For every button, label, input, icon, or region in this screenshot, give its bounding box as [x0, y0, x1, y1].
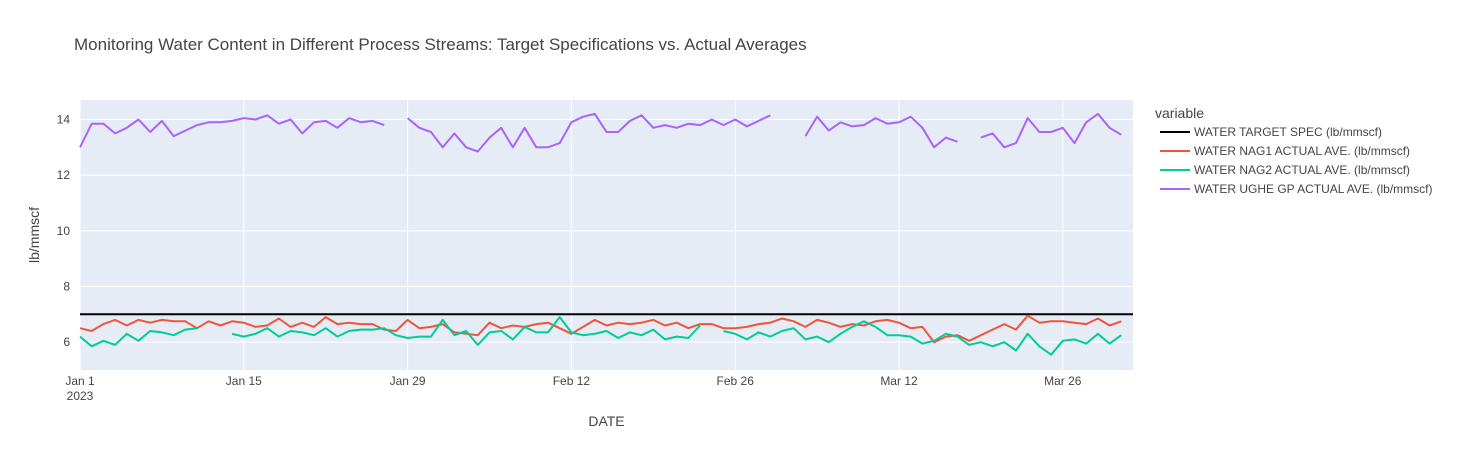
series-lines — [79, 112, 1133, 356]
legend-label: WATER UGHE GP ACTUAL AVE. (lb/mmscf) — [1194, 182, 1432, 196]
x-tick-label: Jan 15 — [226, 374, 262, 388]
series-1-line — [79, 314, 1122, 344]
x-tick-label: Feb 26 — [717, 374, 755, 388]
legend-item[interactable]: WATER UGHE GP ACTUAL AVE. (lb/mmscf) — [1160, 182, 1432, 196]
plot-area — [80, 100, 1133, 370]
y-tick-label: 14 — [57, 112, 71, 126]
legend-label: WATER NAG2 ACTUAL AVE. (lb/mmscf) — [1194, 163, 1410, 177]
series-3-line — [79, 112, 1122, 153]
series-path — [79, 112, 1122, 153]
series-2-line — [79, 316, 1122, 356]
series-path — [79, 314, 1122, 344]
legend[interactable]: variable WATER TARGET SPEC (lb/mmscf)WAT… — [1155, 105, 1432, 196]
y-tick-label: 6 — [63, 335, 70, 349]
x-axis-title: DATE — [588, 413, 624, 429]
x-tick-label: Mar 12 — [880, 374, 918, 388]
chart-title: Monitoring Water Content in Different Pr… — [74, 35, 807, 54]
legend-item[interactable]: WATER NAG2 ACTUAL AVE. (lb/mmscf) — [1160, 163, 1410, 177]
y-tick-label: 8 — [63, 279, 70, 293]
legend-item[interactable]: WATER NAG1 ACTUAL AVE. (lb/mmscf) — [1160, 144, 1410, 158]
legend-items[interactable]: WATER TARGET SPEC (lb/mmscf) WATER NAG1 A… — [1160, 125, 1432, 196]
x-tick-label: Jan 29 — [390, 374, 426, 388]
y-axis-title: lb/mmscf — [26, 207, 42, 263]
y-axis-ticks: 6 8 10 12 14 — [57, 112, 71, 349]
x-tick-label: Jan 1 — [65, 374, 95, 388]
legend-label: WATER NAG1 ACTUAL AVE. (lb/mmscf) — [1194, 144, 1410, 158]
y-tick-label: 10 — [57, 224, 71, 238]
x-tick-label: Mar 26 — [1044, 374, 1082, 388]
legend-title: variable — [1155, 105, 1204, 121]
legend-label: WATER TARGET SPEC (lb/mmscf) — [1194, 125, 1382, 139]
series-path — [79, 316, 1122, 356]
x-tick-label: Feb 12 — [553, 374, 591, 388]
y-tick-label: 12 — [57, 168, 71, 182]
x-tick-sublabel: 2023 — [67, 389, 94, 403]
legend-item[interactable]: WATER TARGET SPEC (lb/mmscf) — [1160, 125, 1382, 139]
